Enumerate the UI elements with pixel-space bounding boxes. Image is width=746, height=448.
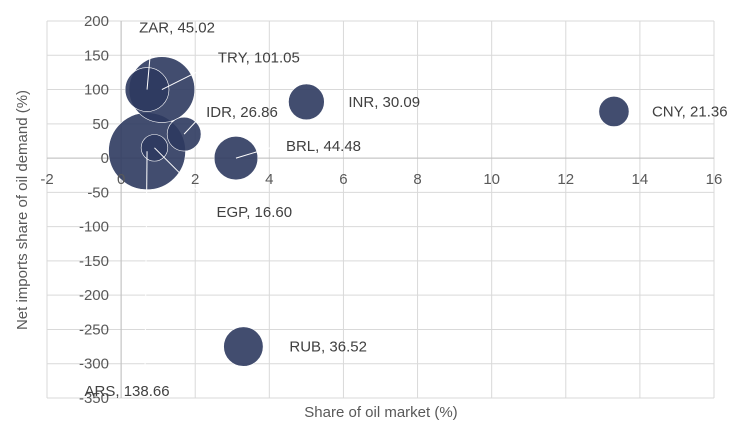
y-tick-label: -250 [79, 321, 109, 338]
leader-line [154, 147, 213, 207]
bubble [223, 326, 264, 367]
bubble [288, 83, 325, 121]
y-tick-label: 100 [84, 82, 109, 99]
y-tick-label: 150 [84, 47, 109, 64]
y-tick-label: 50 [92, 116, 109, 133]
x-axis-title: Share of oil market (%) [304, 404, 457, 421]
data-label: EGP, 16.60 [216, 204, 292, 221]
leader-line [183, 118, 199, 135]
leader-line [161, 67, 207, 90]
x-tick-label: 14 [632, 171, 649, 188]
y-axis-title: Net imports share of oil demand (%) [14, 90, 31, 330]
grid-lines [46, 20, 715, 399]
y-tick-label: -50 [87, 184, 109, 201]
y-tick-label: -350 [79, 390, 109, 407]
y-tick-label: -200 [79, 287, 109, 304]
x-tick-label: 12 [557, 171, 574, 188]
leader-line [235, 145, 277, 159]
x-tick-label: 2 [191, 171, 199, 188]
data-label: TRY, 101.05 [218, 50, 300, 67]
x-tick-label: 8 [413, 171, 421, 188]
data-label: CNY, 21.36 [652, 103, 728, 120]
x-tick-label: 16 [706, 171, 723, 188]
data-label: ARS, 138.66 [85, 383, 170, 400]
x-tick-label: -2 [40, 171, 53, 188]
x-tick-label: 10 [483, 171, 500, 188]
data-label: INR, 30.09 [348, 94, 420, 111]
y-tick-label: 200 [84, 13, 109, 30]
tick-labels: -2 0 2 4 6 8 10 12 14 16 200 150 100 50 0 -50 -100 -150 -2… [40, 13, 722, 407]
data-label: BRL, 44.48 [286, 138, 361, 155]
x-tick-label: 4 [265, 171, 273, 188]
x-tick-label: 6 [339, 171, 347, 188]
data-label: IDR, 26.86 [206, 104, 278, 121]
data-label: RUB, 36.52 [289, 339, 367, 356]
bubble [598, 96, 630, 127]
data-label: ZAR, 45.02 [139, 20, 215, 37]
x-tick-label: 0 [117, 171, 125, 188]
y-tick-label: 0 [101, 150, 109, 167]
leader-line [144, 151, 148, 370]
leader-line [146, 34, 153, 90]
y-tick-label: -150 [79, 253, 109, 270]
y-tick-label: -300 [79, 356, 109, 373]
y-tick-label: -100 [79, 219, 109, 236]
